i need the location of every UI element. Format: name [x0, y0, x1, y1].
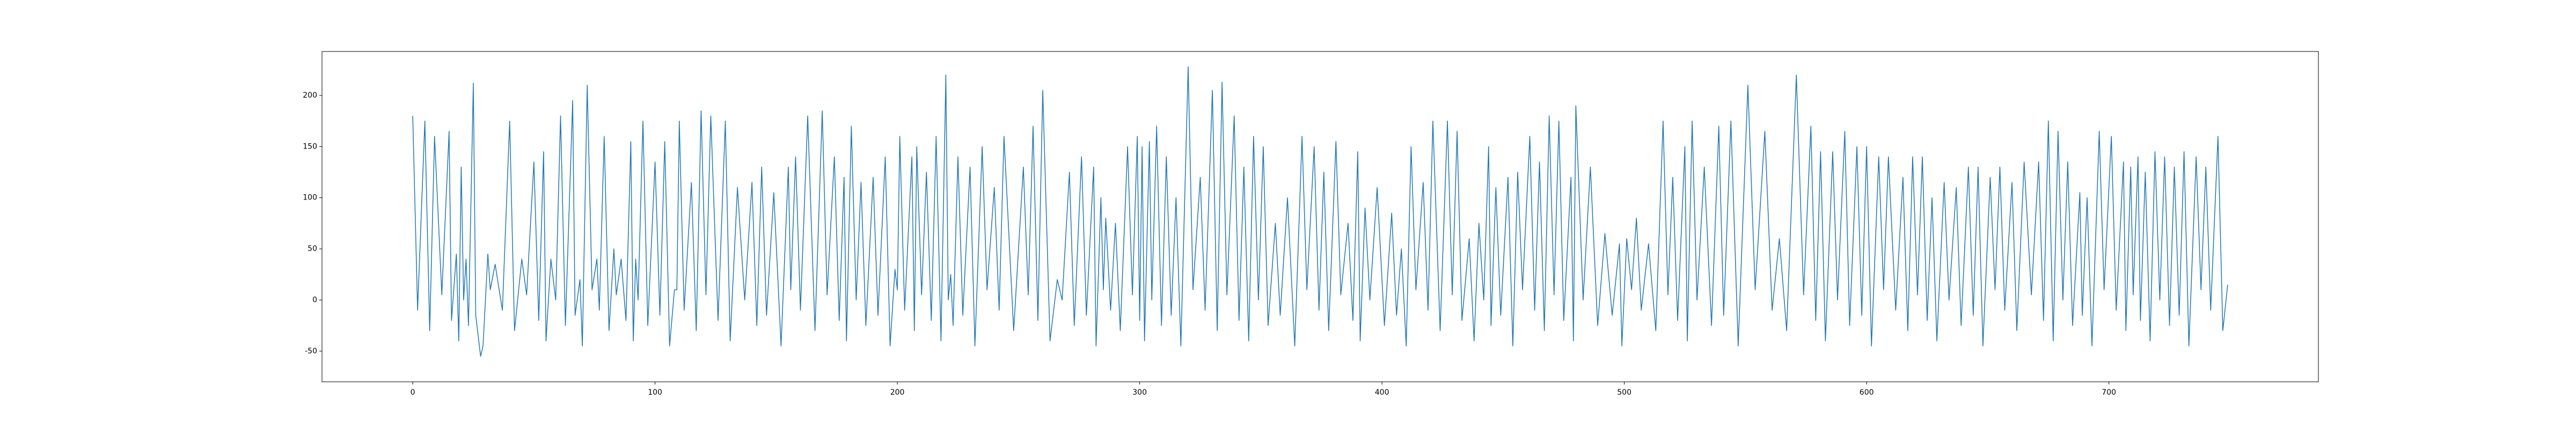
x-tick-label: 600	[1860, 388, 1874, 397]
x-tick-label: 400	[1375, 388, 1389, 397]
y-tick-label: 150	[303, 142, 317, 151]
y-tick-label: 100	[303, 194, 317, 202]
x-tick-label: 0	[411, 388, 415, 397]
x-tick-label: 200	[890, 388, 905, 397]
x-tick-label: 700	[2102, 388, 2116, 397]
y-tick-label: 50	[308, 245, 317, 253]
y-tick-label: 0	[312, 295, 317, 304]
x-tick-label: 100	[648, 388, 662, 397]
x-tick-label: 300	[1132, 388, 1147, 397]
y-tick-label: -50	[305, 347, 317, 356]
x-tick-label: 500	[1617, 388, 1631, 397]
data-line	[412, 66, 2228, 357]
plot-frame	[321, 51, 2319, 382]
y-tick-label: 200	[303, 91, 317, 100]
